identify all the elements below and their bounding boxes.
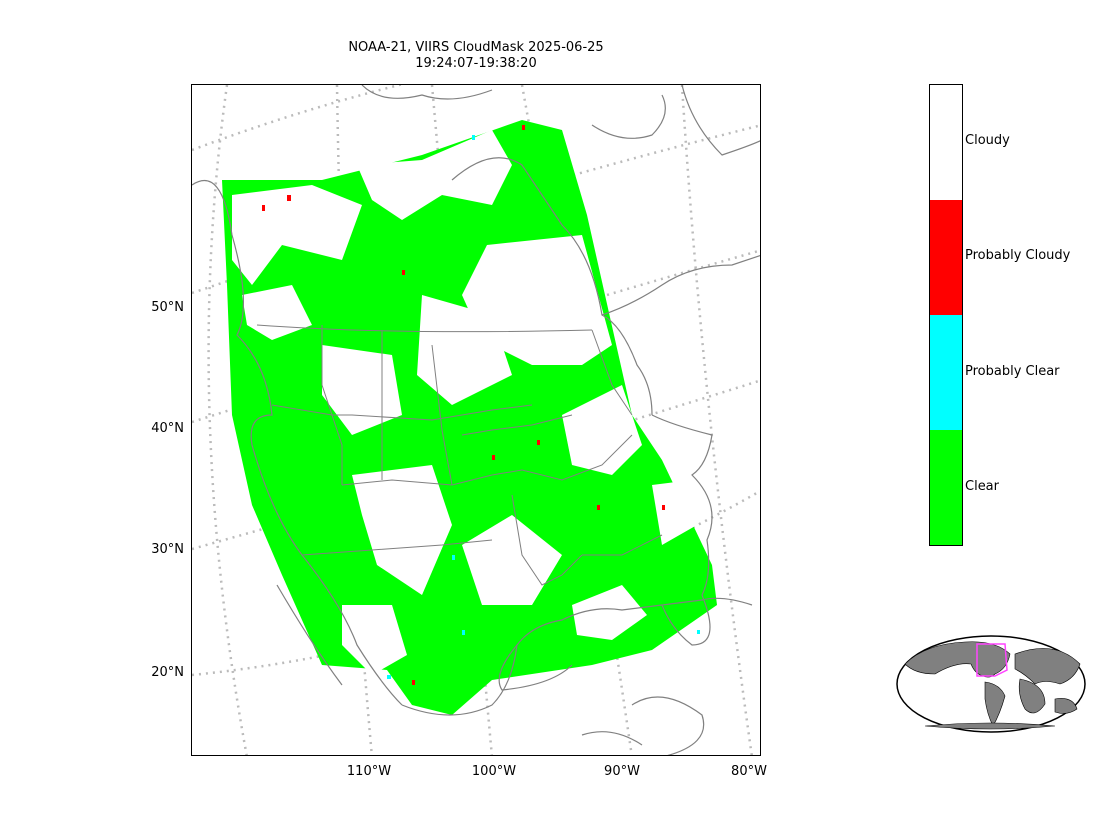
lat-label-20: 20°N [151,665,184,680]
title-line-1: NOAA-21, VIIRS CloudMask 2025-06-25 [348,40,604,55]
coastlines [192,85,760,755]
legend-swatch-probably-clear [930,315,962,430]
lat-label-40: 40°N [151,421,184,436]
legend-colorbar [929,84,963,546]
graticule-lon-80 [680,85,753,755]
map-title: NOAA-21, VIIRS CloudMask 2025-06-25 19:2… [276,40,676,72]
legend-label-probably-cloudy: Probably Cloudy [965,248,1071,263]
inset-globe-map [895,634,1087,734]
lat-label-50: 50°N [151,300,184,315]
lon-label-80: 80°W [731,764,767,779]
legend-label-cloudy: Cloudy [965,133,1010,148]
legend-swatch-cloudy [930,85,962,200]
inset-coverage-box [976,643,1008,677]
inset-globe-svg [896,635,1086,733]
legend-label-clear: Clear [965,479,999,494]
political-borders [256,324,663,586]
legend-label-probably-clear: Probably Clear [965,364,1060,379]
clear-area [222,120,717,715]
map-svg [192,85,760,755]
graticule-lat-20 [192,489,760,677]
lon-label-90: 90°W [604,764,640,779]
title-line-2: 19:24:07-19:38:20 [415,56,537,71]
lon-label-100: 100°W [471,764,517,779]
lat-label-30: 30°N [151,542,184,557]
map-panel[interactable] [191,84,761,756]
legend-swatch-clear [930,430,962,545]
graticule-lon-120 [207,85,248,755]
lon-label-110: 110°W [346,764,392,779]
legend-swatch-probably-cloudy [930,200,962,315]
